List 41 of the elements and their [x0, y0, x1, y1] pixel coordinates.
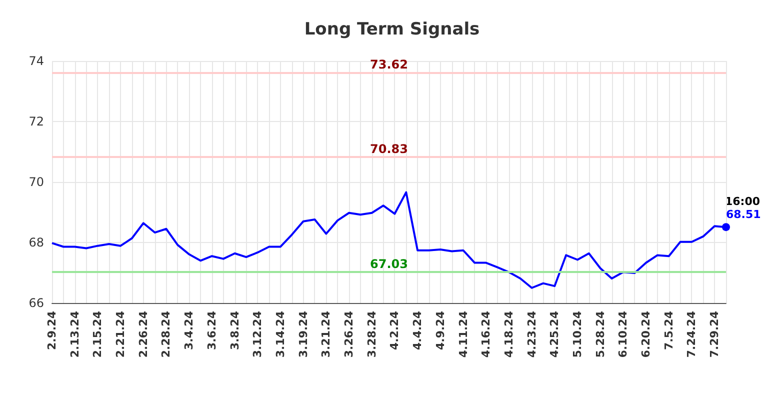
annotation: 16:00	[724, 195, 760, 208]
ref-line-label: 73.62	[370, 57, 408, 72]
x-tick-label: 3.8.24	[228, 310, 242, 350]
x-tick-label: 4.16.24	[480, 310, 493, 358]
x-tick-label: 3.6.24	[205, 310, 218, 350]
x-tick-label: 5.28.24	[594, 310, 607, 358]
x-tick-label: 4.9.24	[434, 310, 447, 350]
x-tick-label: 3.28.24	[365, 310, 378, 358]
y-tick-label: 70	[28, 175, 44, 189]
x-tick-label: 7.5.24	[662, 310, 676, 350]
y-tick-label: 72	[28, 114, 44, 128]
x-tick-label: 2.9.24	[46, 310, 58, 350]
x-tick-label: 2.26.24	[136, 310, 150, 358]
x-tick-label: 2.28.24	[160, 310, 173, 358]
y-tick-label: 74	[28, 54, 44, 68]
x-tick-label: 3.4.24	[182, 310, 196, 350]
ref-line-label: 70.83	[370, 142, 408, 156]
x-tick-label: 4.11.24	[456, 310, 470, 358]
data-label: 68.51	[726, 208, 761, 222]
x-tick-label: 4.25.24	[548, 310, 562, 358]
x-tick-label: 3.12.24	[251, 310, 264, 358]
x-tick-label: 3.19.24	[296, 310, 310, 358]
x-tick-label: 2.13.24	[68, 310, 82, 358]
chart-title: Long Term Signals	[304, 20, 480, 40]
x-tick-label: 4.18.24	[502, 310, 516, 358]
y-tick-label: 68	[28, 236, 44, 250]
x-tick-label: 5.10.24	[570, 310, 584, 358]
x-tick-label: 6.20.24	[640, 310, 653, 358]
x-tick-label: 3.14.24	[274, 310, 287, 358]
x-tick-label: 4.2.24	[388, 310, 402, 350]
x-tick-label: 6.10.24	[616, 310, 630, 358]
ref-line-label: 67.03	[370, 256, 408, 271]
x-tick-label: 7.24.24	[685, 310, 698, 358]
x-tick-label: 4.23.24	[525, 310, 538, 358]
x-tick-label: 3.21.24	[320, 310, 333, 358]
x-tick-label: 2.21.24	[114, 310, 128, 358]
x-tick-label: 7.29.24	[708, 310, 722, 358]
x-tick-label: 4.4.24	[411, 310, 424, 350]
y-tick-label: 66	[28, 296, 44, 310]
x-tick-label: 3.26.24	[342, 310, 356, 358]
x-tick-label: 2.15.24	[91, 310, 104, 358]
